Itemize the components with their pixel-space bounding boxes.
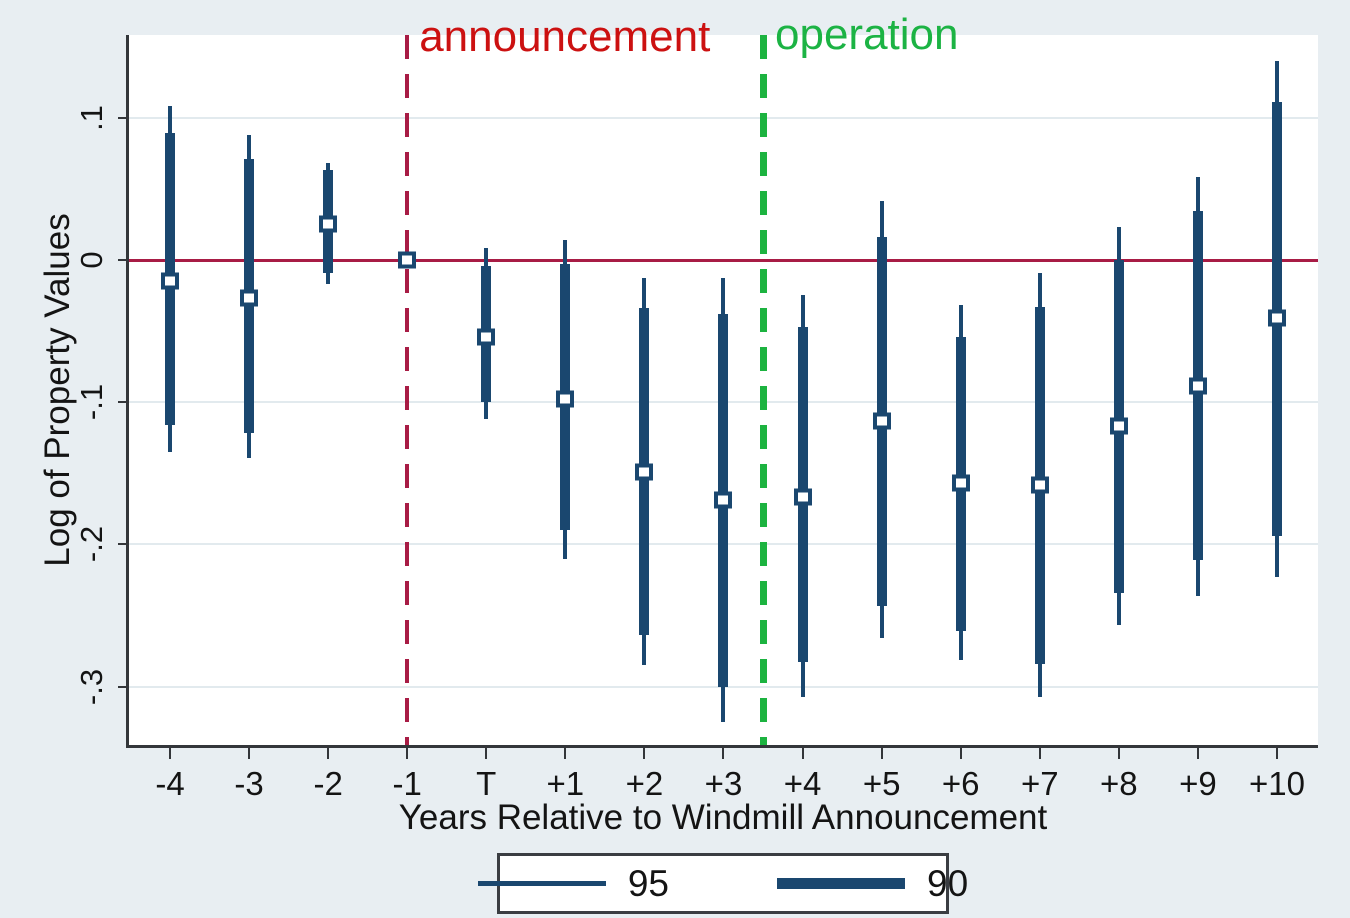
x-axis-tick-label: +4 xyxy=(783,765,822,802)
y-axis-tick xyxy=(118,258,127,261)
point-estimate-marker xyxy=(1030,476,1049,494)
x-axis-tick xyxy=(1117,747,1120,759)
x-axis-tick xyxy=(1275,747,1278,759)
x-axis-tick-label: -2 xyxy=(313,765,343,802)
y-axis-tick xyxy=(118,116,127,119)
legend-entry-90: 90 xyxy=(777,863,968,905)
x-axis-tick-label: -3 xyxy=(234,765,264,802)
x-axis-tick-label: +7 xyxy=(1020,765,1059,802)
point-estimate-marker xyxy=(1109,417,1128,435)
x-axis-tick-label: +9 xyxy=(1179,765,1217,802)
point-estimate-marker xyxy=(161,272,179,290)
point-estimate-marker xyxy=(635,463,654,481)
x-axis-title: Years Relative to Windmill Announcement xyxy=(398,798,1048,837)
x-axis-tick-label: +2 xyxy=(625,765,664,802)
legend-thin-line-swatch xyxy=(477,881,606,886)
point-estimate-marker xyxy=(951,474,970,492)
y-axis-tick xyxy=(118,543,127,546)
y-axis-tick-label: .1 xyxy=(74,104,109,131)
operation-dashed-line xyxy=(759,35,767,745)
x-axis-tick xyxy=(327,747,330,759)
point-estimate-marker xyxy=(714,491,733,509)
point-estimate-marker xyxy=(398,251,417,269)
point-estimate-marker xyxy=(556,390,575,408)
y-axis-tick-label: -.2 xyxy=(74,526,109,563)
point-estimate-marker xyxy=(793,488,812,506)
y-axis-tick-label: -.1 xyxy=(74,384,109,421)
x-axis-tick-label: +3 xyxy=(704,765,743,802)
x-axis-tick-label: +6 xyxy=(941,765,980,802)
x-axis-tick xyxy=(564,747,567,759)
announcement-annotation-label: announcement xyxy=(419,12,711,61)
y-axis-tick xyxy=(118,685,127,688)
x-axis-tick-label: +8 xyxy=(1100,765,1138,802)
point-estimate-marker xyxy=(477,328,496,346)
x-axis-tick-label: -1 xyxy=(392,765,422,802)
x-axis-tick-label: T xyxy=(476,765,497,802)
legend-box: 95 90 xyxy=(477,853,968,914)
y-axis-tick-label: 0 xyxy=(74,251,109,269)
y-axis-tick xyxy=(118,401,127,404)
x-axis-tick xyxy=(1196,747,1199,759)
legend-label-90: 90 xyxy=(927,862,969,904)
x-axis-tick xyxy=(248,747,251,759)
x-axis-tick xyxy=(722,747,725,759)
y-axis-line xyxy=(126,35,129,747)
y-axis-title: Log of Property Values xyxy=(38,213,77,567)
x-axis-line xyxy=(126,745,1318,748)
x-axis-tick xyxy=(1038,747,1041,759)
legend-thick-line-swatch xyxy=(777,878,905,889)
point-estimate-marker xyxy=(319,215,338,233)
y-axis-tick-label: -.3 xyxy=(74,668,109,705)
x-axis-tick-label: +5 xyxy=(862,765,901,802)
x-axis-tick xyxy=(880,747,883,759)
point-estimate-marker xyxy=(240,289,259,307)
x-axis-tick xyxy=(485,747,488,759)
operation-annotation-label: operation xyxy=(775,10,959,59)
x-axis-tick xyxy=(643,747,646,759)
x-axis-tick xyxy=(801,747,804,759)
point-estimate-marker xyxy=(872,412,891,430)
x-axis-tick xyxy=(406,747,409,759)
point-estimate-marker xyxy=(1267,309,1286,327)
zero-reference-line xyxy=(128,258,1318,262)
x-axis-tick xyxy=(959,747,962,759)
announcement-dashed-line xyxy=(405,35,410,745)
legend-label-95: 95 xyxy=(627,862,669,904)
point-estimate-marker xyxy=(1188,377,1207,395)
x-axis-tick-label: -4 xyxy=(155,765,185,802)
legend-entry-95: 95 xyxy=(477,862,669,905)
y-gridline xyxy=(128,116,1318,119)
x-axis-tick-label: +1 xyxy=(546,765,585,802)
x-axis-tick xyxy=(169,747,171,759)
x-axis-tick-label: +10 xyxy=(1248,765,1305,802)
